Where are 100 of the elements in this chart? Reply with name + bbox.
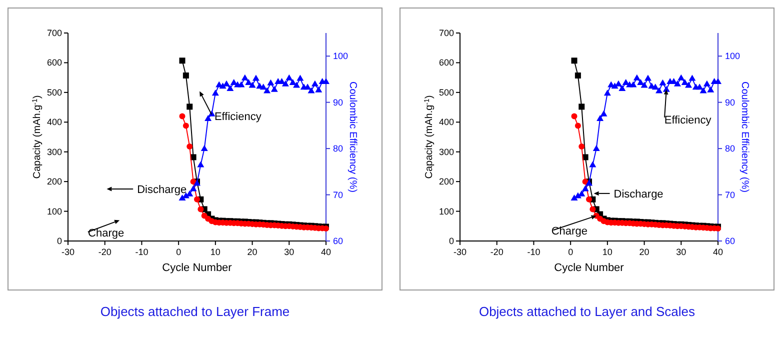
point <box>182 72 189 78</box>
x-tick-label: 40 <box>712 247 724 257</box>
point <box>200 145 208 152</box>
y-tick-label: 100 <box>46 206 62 216</box>
x-tick-label: -10 <box>527 247 540 257</box>
point <box>570 194 578 201</box>
point <box>293 82 300 88</box>
point <box>190 178 196 185</box>
point <box>696 84 704 90</box>
point <box>194 196 200 202</box>
x-tick-label: 10 <box>602 247 612 257</box>
x-tick-label: 20 <box>247 247 258 257</box>
point <box>282 80 289 86</box>
annotation: Efficiency <box>214 111 262 124</box>
point <box>264 87 271 94</box>
point <box>590 206 596 212</box>
y-tick-label: 500 <box>46 87 62 98</box>
point <box>197 161 204 168</box>
x-tick-label: 20 <box>639 247 650 257</box>
point <box>311 80 318 86</box>
point <box>190 185 197 192</box>
point <box>596 115 604 122</box>
point <box>678 74 685 80</box>
point <box>186 190 194 196</box>
point <box>681 78 688 85</box>
point <box>260 84 267 90</box>
point <box>186 104 193 110</box>
point <box>226 84 234 91</box>
point <box>586 196 592 202</box>
point <box>252 74 260 81</box>
x-tick-label: -20 <box>98 247 112 257</box>
point <box>574 72 581 78</box>
y2-tick-label: 70 <box>725 190 736 200</box>
point <box>592 145 600 152</box>
point <box>574 122 581 129</box>
text: Objects attached to Layer and Scales <box>478 304 696 319</box>
y2-axis-title: Coulombic Efficiency (%) <box>347 82 358 192</box>
y-tick-label: 400 <box>46 117 62 128</box>
point <box>245 78 252 85</box>
point <box>289 78 296 85</box>
y-tick-label: 200 <box>438 176 454 187</box>
point <box>315 86 322 92</box>
y-tick-label: 600 <box>46 58 62 68</box>
y-tick-label: 600 <box>438 58 454 68</box>
x-axis-title: Cycle Number <box>162 262 232 274</box>
x-axis-title: Cycle Number <box>554 262 624 274</box>
x-tick-label: 40 <box>320 247 332 257</box>
point <box>241 74 248 80</box>
point <box>308 87 315 94</box>
point <box>578 104 585 110</box>
y-tick-label: 700 <box>46 28 62 38</box>
x-tick-label: 0 <box>568 247 574 257</box>
point <box>630 81 637 88</box>
y2-tick-label: 80 <box>725 144 736 154</box>
y-tick-label: 700 <box>438 28 454 38</box>
x-tick-label: 10 <box>210 247 220 257</box>
point <box>267 79 274 86</box>
point <box>212 90 219 96</box>
point <box>637 78 644 85</box>
point <box>622 78 630 85</box>
point <box>186 144 193 150</box>
point <box>604 90 611 96</box>
y-tick-label: 200 <box>46 176 62 187</box>
annotation: Discharge <box>137 184 187 196</box>
point <box>286 74 293 80</box>
x-tick-label: -10 <box>135 247 148 257</box>
point <box>618 84 626 91</box>
y-tick-label: 100 <box>438 206 454 216</box>
x-tick-label: -30 <box>453 247 467 257</box>
point <box>270 86 278 92</box>
x-tick-label: 30 <box>284 247 294 257</box>
point <box>296 74 304 81</box>
y-tick-label: 400 <box>438 117 454 128</box>
annotation: Charge <box>551 226 588 238</box>
point <box>674 80 681 86</box>
point <box>640 82 648 88</box>
y2-tick-label: 70 <box>333 190 344 200</box>
x-tick-label: -30 <box>61 247 75 257</box>
y-tick-label: 300 <box>438 146 454 157</box>
point <box>578 190 586 196</box>
point <box>703 80 710 86</box>
y2-tick-label: 60 <box>725 236 736 246</box>
point <box>652 84 659 90</box>
point <box>578 144 585 150</box>
y2-tick-label: 80 <box>333 144 344 154</box>
point <box>582 178 588 185</box>
annotation: Efficiency <box>664 114 712 126</box>
y2-tick-label: 90 <box>725 97 736 108</box>
point <box>600 110 608 116</box>
y2-tick-label: 60 <box>333 236 344 246</box>
point <box>685 82 692 88</box>
point <box>179 58 186 64</box>
point <box>204 115 212 122</box>
y2-tick-label: 90 <box>333 97 344 108</box>
y2-axis-title: Coulombic Efficiency (%) <box>739 82 750 192</box>
y2-tick-label: 100 <box>725 51 740 62</box>
annotation: Charge <box>88 228 124 240</box>
point <box>182 122 189 129</box>
point <box>700 87 707 94</box>
text: Objects attached to Layer Frame <box>100 304 290 319</box>
